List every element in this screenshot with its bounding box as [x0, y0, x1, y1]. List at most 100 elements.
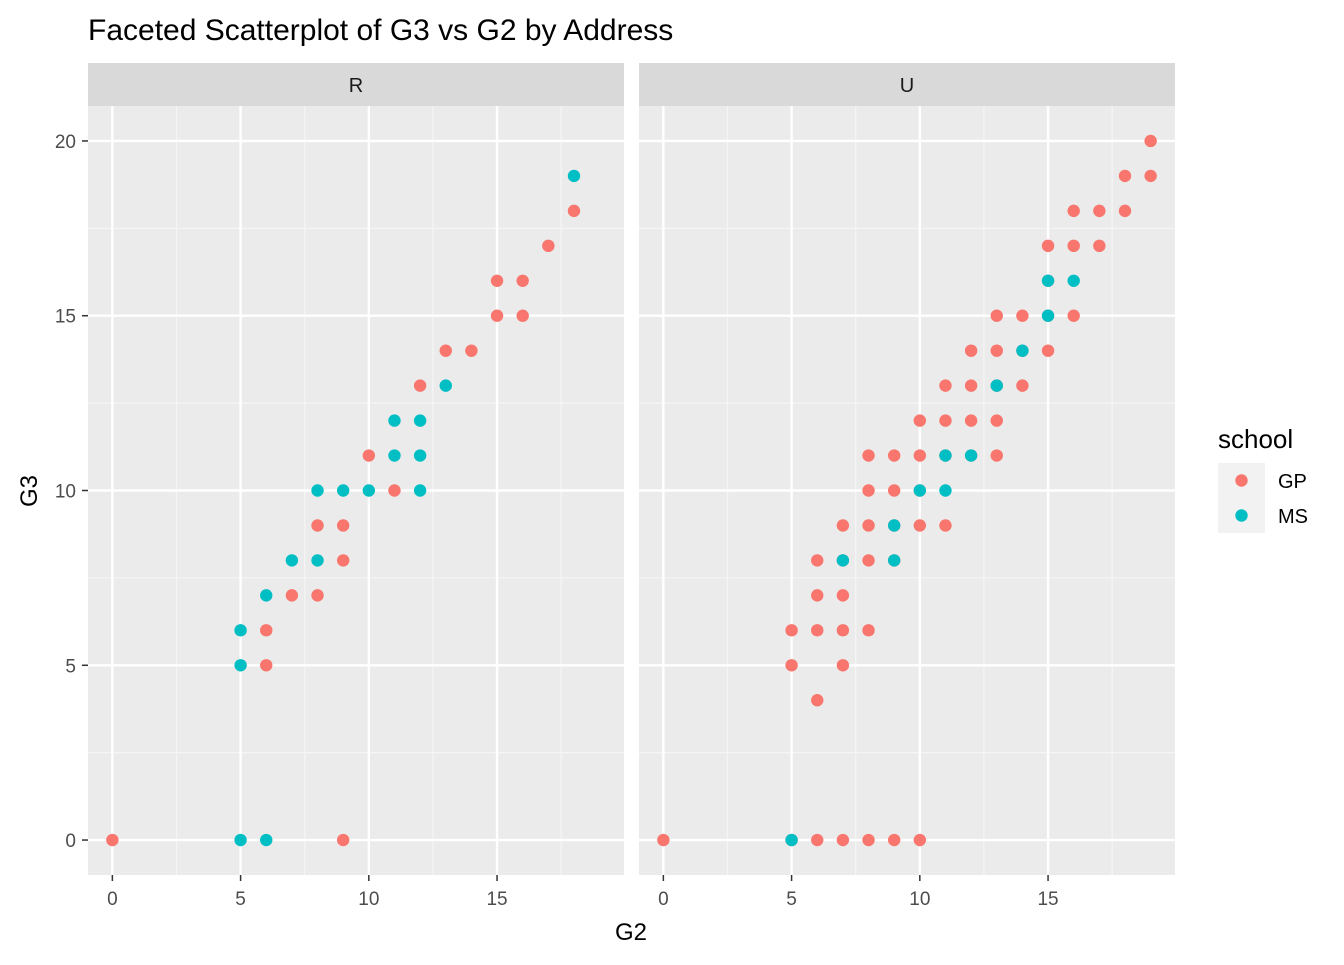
facet-strip [88, 63, 624, 106]
facet-strip-label: R [349, 75, 363, 97]
x-tick-label: 10 [358, 889, 379, 910]
data-point [311, 484, 324, 497]
legend-marker [1235, 509, 1248, 522]
legend-label: MS [1278, 506, 1308, 528]
data-point [862, 833, 875, 847]
facet-strip [639, 63, 1175, 106]
data-point [939, 519, 952, 532]
facet-panel-U: U 0 5 10 15 [639, 63, 1175, 910]
data-point [836, 659, 850, 672]
data-point [311, 519, 324, 532]
data-point [657, 833, 670, 847]
data-point [1093, 204, 1106, 218]
data-point [964, 344, 978, 357]
data-point [490, 309, 504, 322]
data-point [311, 589, 324, 602]
x-tick-label: 5 [786, 889, 797, 910]
data-point [285, 554, 299, 567]
data-point [913, 484, 927, 497]
data-point [1067, 274, 1080, 287]
y-tick-label: 5 [65, 656, 76, 677]
data-point [913, 519, 927, 532]
data-point [260, 624, 273, 637]
data-point [939, 414, 952, 427]
legend: school GP MS [1218, 424, 1308, 533]
data-point [939, 449, 952, 462]
data-point [234, 624, 247, 637]
data-point [413, 414, 427, 427]
x-tick-label: 15 [486, 889, 507, 910]
data-point [336, 484, 350, 497]
facet-panels: R 0 5 10 15 0 5 10 15 20 U 0 5 10 15 [55, 63, 1175, 910]
series-MS [234, 169, 581, 847]
x-axis-label: G2 [615, 919, 647, 946]
data-point [913, 449, 927, 462]
data-point [939, 484, 952, 497]
data-point [388, 414, 401, 427]
x-tick-label: 5 [235, 889, 246, 910]
data-point [1118, 169, 1132, 183]
data-point [913, 833, 927, 847]
data-point [106, 833, 119, 847]
data-point [516, 309, 529, 322]
data-point [887, 833, 901, 847]
data-point [490, 274, 504, 287]
data-point [260, 589, 273, 602]
data-point [439, 344, 452, 357]
x-tick-label: 0 [658, 889, 669, 910]
data-point [811, 694, 824, 707]
data-point [413, 449, 427, 462]
data-point [811, 554, 824, 567]
data-point [964, 449, 978, 462]
data-point [887, 554, 901, 567]
data-point [388, 484, 401, 497]
y-tick-label: 0 [65, 831, 76, 852]
data-point [260, 833, 273, 847]
data-point [1016, 344, 1029, 357]
y-axis-label: G3 [16, 475, 43, 507]
data-point [836, 833, 850, 847]
data-point [1093, 239, 1106, 253]
data-point [811, 624, 824, 637]
data-point [1016, 379, 1029, 392]
data-point [1118, 204, 1132, 218]
chart-title: Faceted Scatterplot of G3 vs G2 by Addre… [88, 14, 673, 47]
data-point [862, 554, 875, 567]
data-point [862, 484, 875, 497]
data-point [1041, 309, 1055, 322]
data-point [336, 519, 350, 532]
legend-title: school [1218, 424, 1293, 454]
data-point [1144, 169, 1157, 183]
legend-label: GP [1278, 471, 1307, 493]
data-point [567, 204, 581, 218]
data-point [990, 379, 1003, 392]
data-point [887, 484, 901, 497]
data-point [811, 833, 824, 847]
data-point [567, 169, 581, 183]
data-point [990, 309, 1003, 322]
data-point [1041, 274, 1055, 287]
data-point [862, 449, 875, 462]
data-point [362, 484, 376, 497]
data-point [964, 414, 978, 427]
data-point [234, 833, 247, 847]
data-point [388, 449, 401, 462]
data-point [1067, 204, 1080, 218]
data-point [785, 659, 798, 672]
data-point [1041, 239, 1055, 253]
series-MS [785, 274, 1080, 847]
facet-panel-R: R 0 5 10 15 0 5 10 15 20 [55, 63, 624, 910]
data-point [516, 274, 529, 287]
data-point [465, 344, 478, 357]
x-tick-label: 0 [107, 889, 118, 910]
data-point [1041, 344, 1055, 357]
data-point [234, 659, 247, 672]
data-point [887, 449, 901, 462]
data-point [285, 589, 299, 602]
y-tick-label: 15 [55, 307, 76, 328]
data-point [1067, 309, 1080, 322]
data-point [913, 414, 927, 427]
data-point [862, 519, 875, 532]
